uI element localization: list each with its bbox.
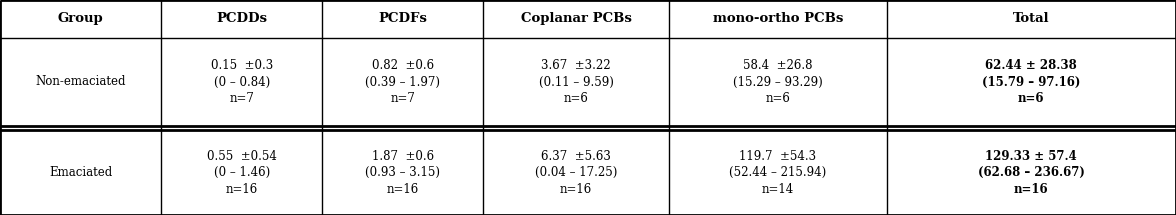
Text: Total: Total	[1013, 12, 1050, 25]
Text: PCDDs: PCDDs	[216, 12, 267, 25]
Text: 58.4  ±26.8
(15.29 – 93.29)
n=6: 58.4 ±26.8 (15.29 – 93.29) n=6	[733, 59, 823, 105]
Text: 6.37  ±5.63
(0.04 – 17.25)
n=16: 6.37 ±5.63 (0.04 – 17.25) n=16	[535, 150, 617, 196]
Text: 0.15  ±0.3
(0 – 0.84)
n=7: 0.15 ±0.3 (0 – 0.84) n=7	[211, 59, 273, 105]
Text: 3.67  ±3.22
(0.11 – 9.59)
n=6: 3.67 ±3.22 (0.11 – 9.59) n=6	[539, 59, 614, 105]
Text: 129.33 ± 57.4
(62.68 – 236.67)
n=16: 129.33 ± 57.4 (62.68 – 236.67) n=16	[978, 150, 1084, 196]
Text: Emaciated: Emaciated	[49, 166, 112, 179]
Text: Coplanar PCBs: Coplanar PCBs	[521, 12, 632, 25]
Text: 0.55  ±0.54
(0 – 1.46)
n=16: 0.55 ±0.54 (0 – 1.46) n=16	[207, 150, 276, 196]
Text: 0.82  ±0.6
(0.39 – 1.97)
n=7: 0.82 ±0.6 (0.39 – 1.97) n=7	[366, 59, 440, 105]
Text: 62.44 ± 28.38
(15.79 – 97.16)
n=6: 62.44 ± 28.38 (15.79 – 97.16) n=6	[982, 59, 1081, 105]
Text: 119.7  ±54.3
(52.44 – 215.94)
n=14: 119.7 ±54.3 (52.44 – 215.94) n=14	[729, 150, 827, 196]
Text: mono-ortho PCBs: mono-ortho PCBs	[713, 12, 843, 25]
Text: Non-emaciated: Non-emaciated	[35, 75, 126, 88]
Text: Group: Group	[58, 12, 103, 25]
Text: PCDFs: PCDFs	[379, 12, 427, 25]
Text: 1.87  ±0.6
(0.93 – 3.15)
n=16: 1.87 ±0.6 (0.93 – 3.15) n=16	[366, 150, 440, 196]
